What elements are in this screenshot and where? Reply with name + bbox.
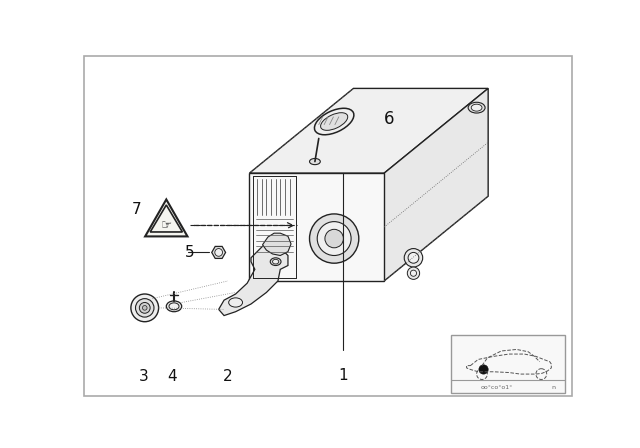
Text: 2: 2 <box>223 370 233 384</box>
Circle shape <box>140 302 150 313</box>
Ellipse shape <box>270 258 281 266</box>
Ellipse shape <box>310 159 320 165</box>
Circle shape <box>479 365 488 374</box>
Circle shape <box>410 270 417 276</box>
Circle shape <box>131 294 159 322</box>
Ellipse shape <box>166 301 182 312</box>
Polygon shape <box>250 88 488 173</box>
Circle shape <box>136 299 154 317</box>
Ellipse shape <box>314 108 354 135</box>
Circle shape <box>143 306 147 310</box>
Ellipse shape <box>468 102 485 113</box>
Bar <box>451 335 565 392</box>
Text: ☞: ☞ <box>161 219 172 232</box>
Polygon shape <box>250 173 384 281</box>
Ellipse shape <box>228 298 243 307</box>
Polygon shape <box>212 246 225 258</box>
Circle shape <box>317 222 351 255</box>
Circle shape <box>310 214 359 263</box>
Text: 1: 1 <box>339 368 348 383</box>
Text: 7: 7 <box>132 202 142 217</box>
Text: 6: 6 <box>385 110 395 128</box>
Text: 5: 5 <box>184 245 194 260</box>
Circle shape <box>215 249 223 256</box>
Text: 4: 4 <box>168 370 177 384</box>
Polygon shape <box>262 233 291 255</box>
Ellipse shape <box>273 259 279 264</box>
Ellipse shape <box>321 113 348 130</box>
Polygon shape <box>219 245 288 315</box>
Circle shape <box>404 249 422 267</box>
Text: oo°co°o1°: oo°co°o1° <box>481 385 513 390</box>
Ellipse shape <box>471 104 482 111</box>
Text: 3: 3 <box>138 370 148 384</box>
Circle shape <box>407 267 420 280</box>
Circle shape <box>325 229 344 248</box>
Polygon shape <box>145 199 188 237</box>
Circle shape <box>408 252 419 263</box>
Ellipse shape <box>169 303 179 310</box>
Polygon shape <box>384 88 488 281</box>
Text: n: n <box>552 385 556 390</box>
